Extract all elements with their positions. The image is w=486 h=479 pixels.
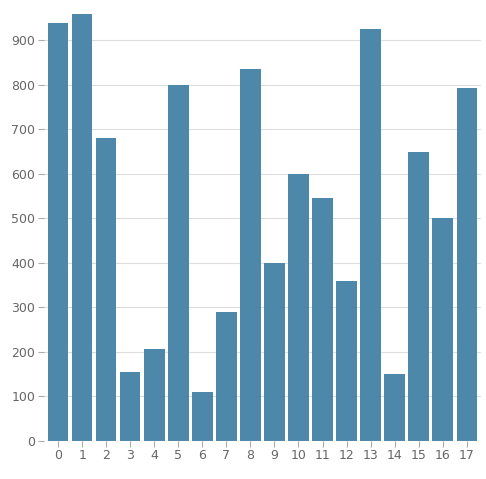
Bar [120, 372, 140, 441]
Bar [336, 281, 357, 441]
Bar [288, 174, 309, 441]
Bar [456, 88, 477, 441]
Bar [312, 198, 333, 441]
Bar [192, 392, 212, 441]
Bar [216, 312, 237, 441]
Bar [48, 23, 69, 441]
Bar [96, 138, 117, 441]
Bar [168, 85, 189, 441]
Bar [433, 218, 453, 441]
Bar [264, 263, 285, 441]
Bar [144, 350, 164, 441]
Bar [361, 29, 381, 441]
Bar [384, 374, 405, 441]
Bar [72, 14, 92, 441]
Bar [408, 152, 429, 441]
Bar [240, 69, 260, 441]
